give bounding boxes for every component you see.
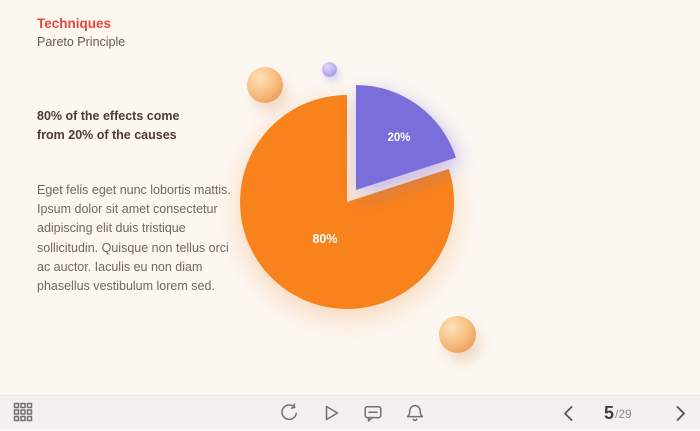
bell-icon xyxy=(406,404,424,422)
decor-sphere-peach-bottom xyxy=(439,316,476,353)
key-statement-line2: from 20% of the causes xyxy=(37,128,177,142)
next-slide-button[interactable] xyxy=(674,405,687,422)
menu-grid-button[interactable] xyxy=(13,402,33,422)
prev-slide-button[interactable] xyxy=(562,405,575,422)
comment-icon xyxy=(364,406,382,422)
grid-icon xyxy=(13,402,33,422)
key-statement: 80% of the effects come from 20% of the … xyxy=(37,107,179,145)
decor-sphere-peach-top xyxy=(247,67,283,103)
chevron-left-icon xyxy=(564,406,573,421)
play-button[interactable] xyxy=(320,402,342,424)
comments-button[interactable] xyxy=(362,402,384,424)
player-toolbar: 5/29 xyxy=(0,395,700,430)
page-subtitle: Pareto Principle xyxy=(37,35,126,49)
pie-slice-20 xyxy=(356,85,456,190)
page-separator: / xyxy=(615,406,619,421)
key-statement-line1: 80% of the effects come xyxy=(37,109,180,123)
toolbar-center-icons xyxy=(278,402,426,424)
page-current: 5 xyxy=(604,403,615,423)
replay-button[interactable] xyxy=(278,402,300,424)
page-total: 29 xyxy=(618,406,632,421)
refresh-icon xyxy=(281,403,298,421)
play-icon xyxy=(325,405,339,421)
slide-canvas: Techniques Pareto Principle 80% of the e… xyxy=(37,16,476,353)
notifications-button[interactable] xyxy=(404,402,426,424)
body-paragraph: Eget felis eget nunc lobortis mattis. Ip… xyxy=(37,183,231,294)
pie-label-20: 20% xyxy=(387,132,411,144)
page-indicator: 5/29 xyxy=(604,396,632,431)
page-title: Techniques xyxy=(37,16,112,31)
chevron-right-icon xyxy=(676,406,685,421)
decor-sphere-purple xyxy=(322,62,337,77)
pie-label-80: 80% xyxy=(312,232,338,246)
pie-slice-80 xyxy=(240,95,455,309)
